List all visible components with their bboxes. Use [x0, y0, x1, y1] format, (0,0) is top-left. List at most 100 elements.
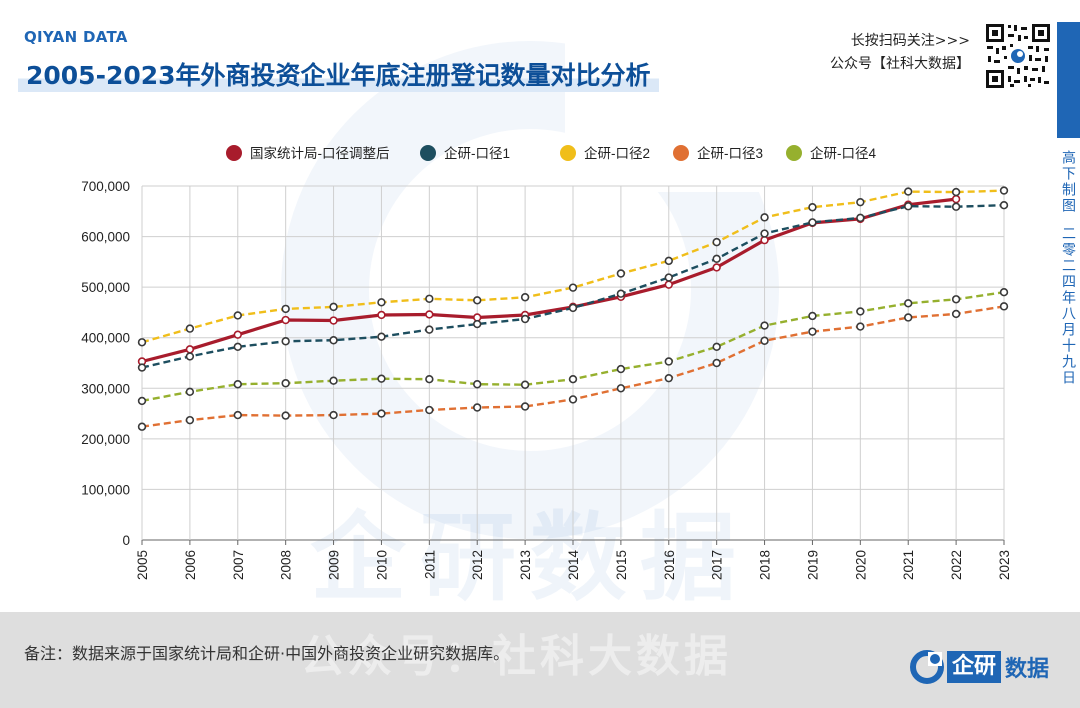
- y-tick-label: 200,000: [81, 432, 130, 447]
- data-point: [520, 380, 530, 389]
- x-tick-label: 2021: [901, 550, 916, 580]
- legend-marker-1: [226, 145, 242, 161]
- y-tick-label: 0: [122, 533, 130, 548]
- data-point: [712, 358, 721, 368]
- footer-bar: [0, 612, 1080, 708]
- data-point: [712, 254, 721, 264]
- legend-marker-4: [673, 145, 689, 161]
- data-point: [856, 322, 865, 331]
- data-point: [377, 310, 386, 320]
- data-point: [137, 338, 147, 347]
- data-point: [233, 342, 242, 352]
- data-point: [904, 202, 913, 211]
- data-point: [233, 311, 242, 320]
- data-point: [281, 411, 290, 420]
- legend-marker-5: [786, 145, 802, 161]
- legend-label: 企研-口径3: [697, 145, 763, 161]
- x-tick-label: 2023: [997, 550, 1012, 580]
- data-point: [951, 194, 961, 204]
- data-point: [856, 197, 865, 207]
- x-tick-label: 2022: [949, 550, 964, 580]
- footer-note: 备注：数据来源于国家统计局和企研·中国外商投资企业研究数据库。: [24, 644, 510, 663]
- footer-watermark: 公众号：社科大数据: [300, 631, 732, 682]
- legend-label: 企研-口径1: [444, 145, 510, 161]
- data-point: [808, 327, 817, 336]
- y-tick-label: 700,000: [81, 179, 130, 194]
- data-point: [185, 345, 195, 354]
- data-point: [951, 309, 961, 319]
- x-tick-label: 2013: [518, 550, 533, 580]
- data-point: [664, 256, 673, 266]
- data-point: [137, 363, 147, 372]
- data-point: [999, 201, 1009, 210]
- data-point: [377, 374, 386, 383]
- x-tick-label: 2017: [710, 550, 725, 580]
- data-point: [999, 302, 1009, 311]
- data-point: [760, 321, 769, 330]
- data-point: [281, 337, 290, 346]
- x-tick-label: 2009: [327, 550, 342, 580]
- data-point: [520, 293, 530, 302]
- data-point: [568, 374, 578, 384]
- data-point: [281, 315, 290, 325]
- sidebar-date: 二零二四年八月十九日: [1060, 226, 1076, 386]
- data-point: [377, 298, 386, 307]
- sidebar-accent: [1057, 22, 1080, 138]
- logo-text-right: 数据: [1005, 657, 1050, 682]
- data-point: [473, 403, 482, 412]
- data-point: [616, 269, 626, 278]
- data-point: [473, 296, 482, 305]
- x-tick-label: 2020: [853, 550, 868, 580]
- sidebar-author: 高下制图: [1060, 150, 1076, 214]
- x-tick-label: 2011: [422, 550, 437, 579]
- data-point: [520, 402, 530, 411]
- x-tick-label: 2010: [374, 550, 389, 580]
- data-point: [377, 409, 386, 418]
- data-point: [664, 273, 673, 282]
- data-point: [664, 373, 673, 383]
- x-tick-label: 2019: [805, 550, 820, 580]
- data-point: [473, 319, 482, 329]
- sidebar-credit: 高下制图二零二四年八月十九日: [1058, 150, 1078, 386]
- legend-marker-2: [420, 145, 436, 161]
- data-point: [425, 405, 434, 415]
- page-title: 2005-2023年外商投资企业年底注册登记数量对比分析: [18, 56, 659, 92]
- legend-label: 企研-口径4: [810, 145, 876, 161]
- data-point: [616, 289, 626, 298]
- data-point: [856, 213, 865, 223]
- data-point: [568, 283, 578, 292]
- brand-label: QIYAN DATA: [24, 28, 128, 46]
- legend-label: 企研-口径2: [584, 145, 650, 161]
- y-tick-label: 500,000: [81, 280, 130, 295]
- data-point: [904, 313, 913, 322]
- x-tick-label: 2014: [566, 550, 581, 581]
- x-tick-label: 2012: [470, 550, 485, 580]
- data-point: [808, 203, 817, 212]
- qr-code-icon[interactable]: [984, 22, 1052, 90]
- x-tick-label: 2015: [614, 550, 629, 580]
- follow-prompt: 长按扫码关注>>> 公众号【社科大数据】: [830, 30, 970, 76]
- data-point: [616, 364, 626, 374]
- follow-line-1: 长按扫码关注>>>: [850, 33, 970, 49]
- data-point: [137, 396, 147, 406]
- footer-logo: 企研 数据: [910, 649, 1049, 685]
- data-point: [329, 302, 338, 312]
- data-point: [233, 330, 242, 339]
- data-point: [425, 310, 434, 319]
- data-point: [616, 384, 626, 393]
- data-point: [137, 422, 147, 431]
- x-tick-label: 2008: [279, 550, 294, 580]
- data-point: [329, 316, 338, 325]
- y-tick-label: 400,000: [81, 331, 130, 346]
- data-point: [712, 263, 721, 272]
- y-tick-label: 300,000: [81, 381, 130, 396]
- y-tick-label: 100,000: [81, 482, 130, 497]
- data-point: [951, 202, 961, 211]
- legend-marker-3: [560, 145, 576, 161]
- data-point: [664, 280, 673, 289]
- data-point: [712, 237, 721, 247]
- follow-line-2: 公众号【社科大数据】: [830, 56, 970, 72]
- data-point: [425, 294, 434, 303]
- data-point: [999, 288, 1009, 297]
- data-point: [281, 379, 290, 388]
